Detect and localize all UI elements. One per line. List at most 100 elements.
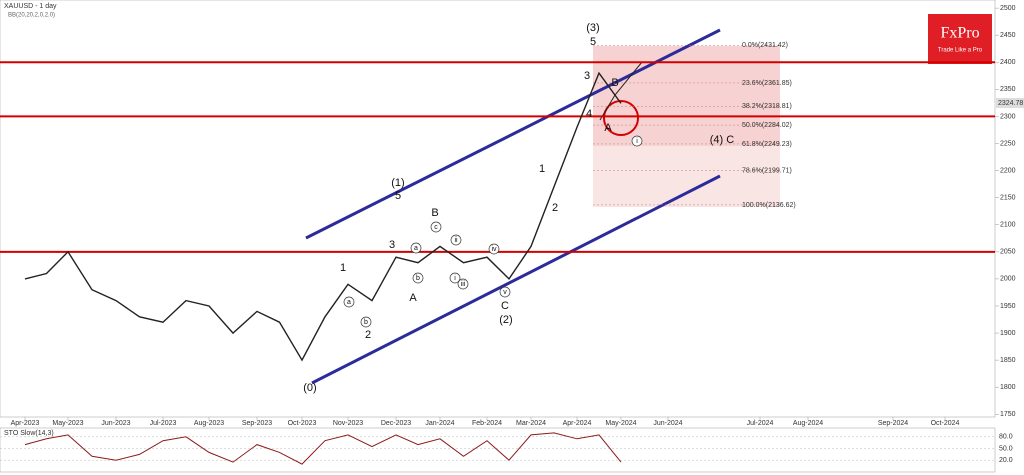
- y-tick-label: 2100: [1000, 222, 1016, 229]
- subwave-label: ii: [454, 237, 458, 244]
- x-tick-label: Aug-2023: [194, 420, 224, 427]
- wave-label: C: [501, 300, 509, 312]
- y-tick-label: 1800: [1000, 384, 1016, 391]
- wave-label: A: [409, 292, 417, 304]
- x-tick-label: Aug-2024: [793, 420, 823, 427]
- x-tick-label: Oct-2024: [931, 420, 960, 427]
- logo: [928, 14, 992, 64]
- wave-label: 3: [584, 70, 590, 82]
- logo-text: FxPro: [940, 25, 979, 42]
- subwave-label: i: [636, 138, 638, 145]
- fib-label: 50.0%(2284.02): [742, 122, 792, 129]
- wave-label: 5: [590, 36, 596, 48]
- fib-label: 23.6%(2361.85): [742, 80, 792, 87]
- osc-line: [24, 432, 622, 465]
- x-tick-label: Jul-2024: [747, 420, 774, 427]
- y-tick-label: 2050: [1000, 249, 1016, 256]
- subwave-label: b: [364, 319, 368, 326]
- wave-label: 2: [552, 202, 558, 214]
- wave-label: (0): [303, 382, 316, 394]
- x-tick-label: Dec-2023: [381, 420, 411, 427]
- subwave-circle: [449, 272, 461, 284]
- fib-zone-upper: [593, 46, 780, 146]
- chart-title: XAUUSD - 1 day: [4, 3, 57, 10]
- x-tick-label: Oct-2023: [288, 420, 317, 427]
- x-tick-label: Sep-2023: [242, 420, 272, 427]
- y-tick-label: 2200: [1000, 167, 1016, 174]
- y-tick-label: 1950: [1000, 303, 1016, 310]
- x-tick-label: Jan-2024: [425, 420, 454, 427]
- fib-label: 0.0%(2431.42): [742, 42, 788, 49]
- subwave-label: iv: [491, 246, 497, 253]
- subwave-circle: [488, 243, 500, 255]
- wave-label: 1: [340, 262, 346, 274]
- subwave-label: b: [416, 275, 420, 282]
- wave-label: (1): [391, 177, 404, 189]
- price-line: [24, 71, 622, 362]
- x-tick-label: May-2024: [605, 420, 636, 427]
- x-tick-label: Nov-2023: [333, 420, 363, 427]
- wave-label: 4: [586, 108, 592, 120]
- subwave-label: a: [347, 299, 351, 306]
- channel-upper: [305, 28, 721, 240]
- wave-label: 5: [395, 190, 401, 202]
- wave-label: B: [431, 207, 438, 219]
- x-tick-label: Mar-2024: [516, 420, 546, 427]
- subwave-label: a: [414, 245, 418, 252]
- plot-frame: [0, 0, 996, 418]
- y-tick-label: 1900: [1000, 330, 1016, 337]
- subwave-circle: [412, 272, 424, 284]
- wave-label: A: [604, 122, 612, 134]
- y-tick-label: 2400: [1000, 59, 1016, 66]
- x-tick-label: Jun-2024: [653, 420, 682, 427]
- last-price-box: [996, 98, 1024, 109]
- x-tick-label: Sep-2024: [878, 420, 908, 427]
- subwave-circle: [343, 296, 355, 308]
- last-price-label: 2324.78: [998, 100, 1023, 107]
- x-tick-label: Jul-2023: [150, 420, 177, 427]
- y-tick-label: 2450: [1000, 32, 1016, 39]
- wave-label: 1: [539, 163, 545, 175]
- x-tick-label: Apr-2024: [563, 420, 592, 427]
- subwave-circle: [360, 316, 372, 328]
- osc-tick-label: 50.0: [999, 445, 1013, 452]
- fib-label: 61.8%(2249.23): [742, 141, 792, 148]
- wave-label: (4) C: [710, 134, 735, 146]
- subwave-circle: [457, 278, 469, 290]
- osc-tick-label: 20.0: [999, 457, 1013, 464]
- wave-label: 3: [389, 239, 395, 251]
- highlight-circle: [603, 100, 639, 136]
- y-tick-label: 2250: [1000, 140, 1016, 147]
- oscillator-title: STO Slow(14,3): [4, 430, 54, 437]
- subwave-circle: [410, 242, 422, 254]
- osc-tick-label: 80.0: [999, 434, 1013, 441]
- subwave-circle: [499, 286, 511, 298]
- wave-label: (3): [586, 22, 599, 34]
- subwave-circle: [450, 234, 462, 246]
- subwave-label: v: [503, 289, 507, 296]
- fib-label: 78.6%(2199.71): [742, 168, 792, 175]
- y-tick-label: 1850: [1000, 357, 1016, 364]
- y-tick-label: 2350: [1000, 86, 1016, 93]
- x-tick-label: Apr-2023: [11, 420, 40, 427]
- fib-zone: [593, 46, 780, 207]
- x-tick-label: Feb-2024: [472, 420, 502, 427]
- indicator-label: BB(20,20,2,0,2.0): [8, 13, 55, 19]
- wave-label: (2): [499, 314, 512, 326]
- y-tick-label: 2500: [1000, 5, 1016, 12]
- x-tick-label: Jun-2023: [101, 420, 130, 427]
- fib-label: 100.0%(2136.62): [742, 202, 796, 209]
- subwave-label: i: [454, 275, 456, 282]
- wave-label: 2: [365, 329, 371, 341]
- y-tick-label: 2300: [1000, 113, 1016, 120]
- subwave-circle: [631, 135, 643, 147]
- subwave-circle: [430, 221, 442, 233]
- channel-lower: [311, 174, 721, 385]
- logo-tagline: Trade Like a Pro: [938, 48, 983, 54]
- subwave-label: iii: [461, 281, 466, 288]
- wave-label: B: [611, 77, 618, 89]
- subwave-label: c: [434, 224, 438, 231]
- y-tick-label: 2150: [1000, 195, 1016, 202]
